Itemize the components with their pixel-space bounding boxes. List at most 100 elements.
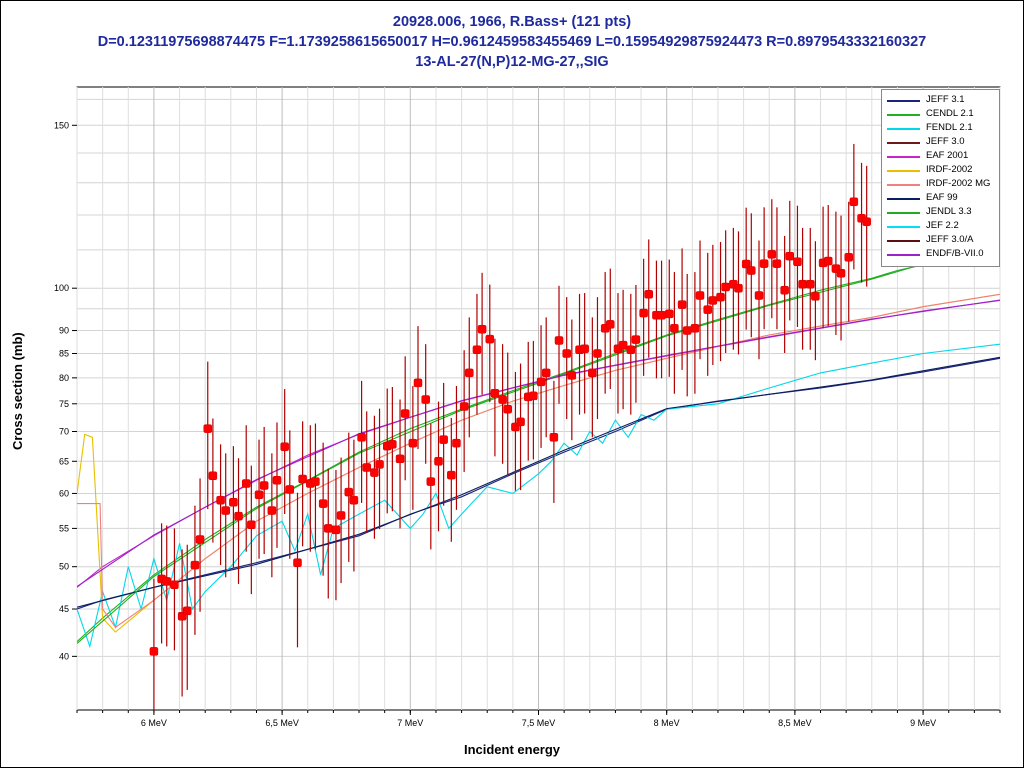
legend-item: ENDF/B-VII.0 [882, 248, 999, 262]
data-point [434, 457, 443, 466]
legend-swatch [887, 254, 920, 256]
legend-item: JEF 2.2 [882, 220, 999, 234]
data-point [170, 580, 179, 590]
legend-swatch [887, 100, 920, 102]
data-point [618, 340, 628, 350]
data-point [395, 454, 405, 464]
data-point [721, 282, 730, 292]
x-tick-label: 8,5 MeV [778, 718, 812, 728]
data-point [413, 378, 423, 388]
data-point [708, 296, 718, 305]
data-point [844, 253, 853, 262]
data-point [665, 309, 674, 319]
legend-label: EAF 99 [926, 192, 958, 203]
data-point [293, 558, 302, 567]
data-point [388, 440, 397, 449]
data-point [254, 490, 264, 500]
x-tick-label: 6 MeV [141, 718, 167, 728]
legend-label: JEF 2.2 [926, 220, 959, 231]
data-point [849, 197, 859, 207]
y-tick-label: 60 [59, 488, 69, 498]
data-point [811, 292, 820, 301]
data-point [754, 291, 764, 300]
y-tick-label: 55 [59, 523, 69, 533]
data-point [690, 324, 700, 333]
y-tick-label: 70 [59, 427, 69, 437]
x-tick-label: 6,5 MeV [265, 718, 299, 728]
legend-label: JENDL 3.3 [926, 206, 972, 217]
data-point [644, 290, 653, 299]
data-point [734, 283, 743, 293]
data-point [695, 291, 705, 300]
data-point [472, 345, 482, 354]
data-point [606, 320, 615, 329]
legend-label: FENDL 2.1 [926, 122, 973, 133]
legend-label: IRDF-2002 [926, 164, 973, 175]
data-point [657, 310, 666, 320]
data-point [862, 217, 871, 226]
data-point [149, 647, 159, 656]
data-point [439, 435, 448, 444]
data-point [318, 499, 328, 508]
legend-swatch [887, 226, 920, 228]
legend-label: JEFF 3.1 [926, 94, 965, 105]
data-point [772, 259, 782, 268]
data-point [767, 250, 777, 259]
series-line-jeff-3-1 [77, 357, 1000, 610]
data-point [677, 300, 687, 309]
legend-swatch [887, 240, 920, 242]
legend-swatch [887, 212, 920, 214]
data-point [452, 438, 461, 448]
data-point [580, 344, 589, 354]
data-point [741, 259, 751, 269]
data-point [195, 535, 205, 544]
data-point [447, 470, 456, 480]
data-point [162, 577, 171, 586]
series-line-eaf-99 [77, 356, 1000, 608]
series-line-endf-b-vii-0 [77, 299, 1000, 587]
data-point [259, 481, 269, 490]
data-point [267, 506, 277, 515]
y-tick-label: 65 [59, 456, 69, 466]
data-point [362, 463, 371, 472]
data-point [562, 349, 571, 358]
legend-label: EAF 2001 [926, 150, 969, 161]
data-point [400, 409, 410, 418]
data-point [298, 474, 307, 484]
series-line-irdf-2002-mg [77, 293, 1000, 629]
chart-title-line-1: 20928.006, 1966, R.Bass+ (121 pts) [392, 14, 632, 30]
data-point [331, 525, 341, 535]
legend-item: FENDL 2.1 [882, 122, 999, 136]
curves-group [77, 262, 1000, 649]
legend: JEFF 3.1 CENDL 2.1 FENDL 2.1 JEFF 3.0 EAF 20… [881, 89, 1000, 267]
data-point [798, 279, 807, 289]
data-point [485, 334, 495, 344]
y-axis-label: Cross section (mb) [10, 332, 25, 450]
data-point [670, 324, 679, 333]
data-point [408, 438, 418, 448]
legend-label: JEFF 3.0/A [926, 234, 974, 245]
x-tick-label: 7,5 MeV [522, 718, 556, 728]
series-line-jendl-3-3 [77, 263, 1000, 644]
x-tick-label: 9 MeV [910, 718, 936, 728]
data-point [324, 524, 333, 533]
legend-swatch [887, 184, 920, 186]
data-point [426, 477, 436, 486]
y-tick-label: 75 [59, 399, 69, 409]
y-tick-label: 85 [59, 348, 69, 358]
data-point [549, 433, 559, 442]
y-tick-label: 45 [59, 604, 69, 614]
data-point [588, 368, 597, 378]
data-point [793, 257, 802, 267]
data-point [349, 495, 359, 505]
legend-label: ENDF/B-VII.0 [926, 248, 984, 259]
series-line-fendl-2-1 [77, 343, 1000, 649]
data-point [631, 335, 641, 344]
data-point [465, 368, 474, 378]
data-point [280, 442, 289, 451]
data-point [836, 268, 846, 278]
legend-item: JEFF 3.0/A [882, 234, 999, 248]
data-point [459, 402, 469, 411]
chart-title-line-3: 13-AL-27(N,P)12-MG-27,,SIG [415, 54, 609, 70]
data-point [203, 424, 213, 433]
